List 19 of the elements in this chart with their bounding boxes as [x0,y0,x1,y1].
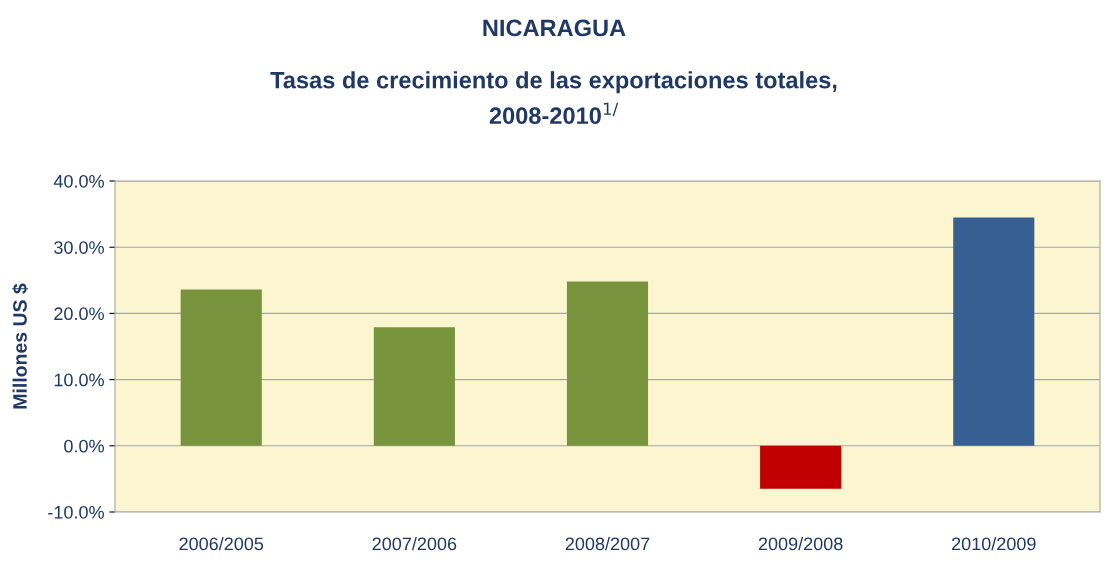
bar [566,281,649,446]
y-tick-label: 20.0% [54,307,104,321]
x-tick-label: 2006/2005 [179,537,264,551]
y-tick-label: 10.0% [54,373,104,387]
y-tick-label: 30.0% [54,241,104,254]
bar [373,327,455,446]
x-tick-label: 2007/2006 [372,537,457,551]
bar [180,289,262,446]
x-tick-label: 2010/2009 [952,537,1036,551]
x-tick-label: 2009/2008 [758,537,843,551]
y-tick-label: -10.0% [48,505,104,519]
y-tick-label: 40.0% [53,174,104,188]
chart-subtitle: Tasas de crecimiento de las exportaciones totales, 2008-2010$^{1/}$ [270,71,837,125]
y-axis-title: Millones US $ [12,283,29,409]
y-tick-label: 0.0% [64,439,104,453]
chart-title: NICARAGUA [483,19,626,37]
bar [760,445,842,489]
bar [953,217,1035,446]
x-tick-label: 2008/2007 [565,537,650,551]
